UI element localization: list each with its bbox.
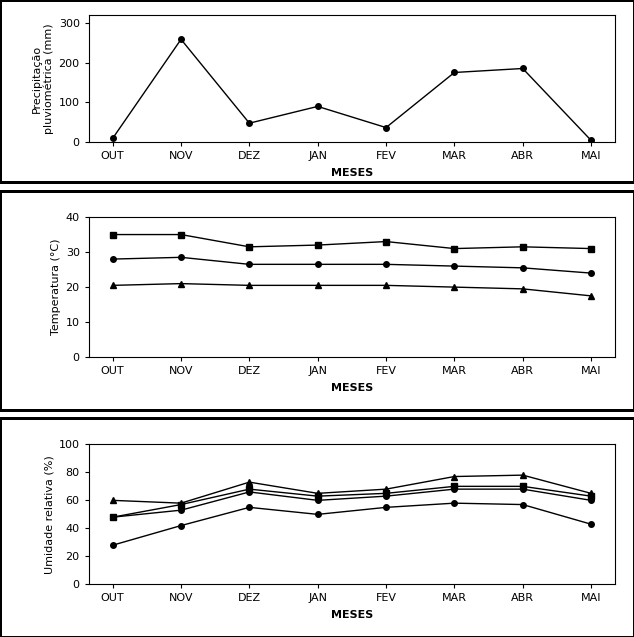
- UR 9:00: [314, 492, 321, 500]
- UR 21:00: [587, 489, 595, 497]
- URM: [245, 488, 253, 496]
- URM: [178, 506, 185, 514]
- Line: UR 9:00: UR 9:00: [110, 483, 594, 520]
- UR 15:00: [109, 541, 117, 549]
- Legend: T AR, T MAX, T MIN: T AR, T MAX, T MIN: [254, 419, 450, 436]
- UR 15:00: [314, 510, 321, 518]
- T MAX: [245, 243, 253, 250]
- T AR: [587, 269, 595, 277]
- UR 15:00: [519, 501, 526, 508]
- T MAX: [587, 245, 595, 252]
- T MIN: [451, 283, 458, 291]
- UR 21:00: [245, 478, 253, 486]
- UR 9:00: [178, 501, 185, 508]
- UR 9:00: [245, 485, 253, 493]
- Y-axis label: Temperatura (°C): Temperatura (°C): [51, 239, 61, 335]
- UR 9:00: [382, 489, 390, 497]
- URM: [587, 496, 595, 504]
- X-axis label: MESES: MESES: [331, 383, 373, 393]
- UR 21:00: [109, 496, 117, 504]
- T AR: [178, 254, 185, 261]
- UR 9:00: [587, 492, 595, 500]
- Y-axis label: Umidade relativa (%): Umidade relativa (%): [44, 455, 55, 574]
- T MAX: [519, 243, 526, 250]
- T MIN: [587, 292, 595, 299]
- T MAX: [109, 231, 117, 238]
- Line: T AR: T AR: [110, 255, 594, 276]
- T MAX: [178, 231, 185, 238]
- T AR: [109, 255, 117, 263]
- T MIN: [314, 282, 321, 289]
- UR 21:00: [314, 489, 321, 497]
- T AR: [314, 261, 321, 268]
- URM: [109, 513, 117, 521]
- T MIN: [519, 285, 526, 292]
- UR 15:00: [245, 503, 253, 511]
- UR 15:00: [178, 522, 185, 529]
- URM: [314, 496, 321, 504]
- URM: [519, 485, 526, 493]
- URM: [382, 492, 390, 500]
- UR 9:00: [451, 482, 458, 490]
- UR 21:00: [519, 471, 526, 479]
- UR 21:00: [451, 473, 458, 480]
- UR 9:00: [519, 482, 526, 490]
- T MIN: [109, 282, 117, 289]
- UR 15:00: [382, 503, 390, 511]
- T AR: [382, 261, 390, 268]
- X-axis label: MESES: MESES: [331, 168, 373, 178]
- UR 9:00: [109, 513, 117, 521]
- Line: URM: URM: [110, 487, 594, 520]
- UR 15:00: [451, 499, 458, 507]
- T MIN: [382, 282, 390, 289]
- T MAX: [382, 238, 390, 245]
- Line: T MIN: T MIN: [110, 281, 594, 299]
- UR 21:00: [382, 485, 390, 493]
- T MIN: [178, 280, 185, 287]
- T AR: [451, 262, 458, 270]
- X-axis label: MESES: MESES: [331, 610, 373, 620]
- T MAX: [314, 241, 321, 249]
- T AR: [245, 261, 253, 268]
- UR 15:00: [587, 520, 595, 528]
- URM: [451, 485, 458, 493]
- T AR: [519, 264, 526, 271]
- T MAX: [451, 245, 458, 252]
- Line: UR 21:00: UR 21:00: [110, 473, 594, 506]
- Line: T MAX: T MAX: [110, 232, 594, 252]
- Line: UR 15:00: UR 15:00: [110, 501, 594, 548]
- UR 21:00: [178, 499, 185, 507]
- Y-axis label: Precipitação
pluviométrica (mm): Precipitação pluviométrica (mm): [32, 23, 55, 134]
- T MIN: [245, 282, 253, 289]
